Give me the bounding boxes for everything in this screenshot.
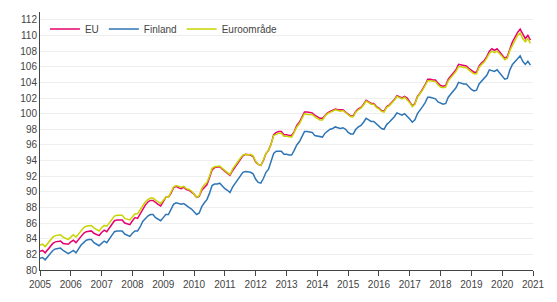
svg-text:102: 102 [20, 93, 37, 104]
svg-text:2005: 2005 [29, 279, 52, 290]
svg-text:84: 84 [26, 233, 38, 244]
svg-text:112: 112 [21, 14, 37, 25]
svg-text:90: 90 [26, 186, 38, 197]
svg-text:100: 100 [20, 108, 37, 119]
svg-text:108: 108 [20, 46, 37, 57]
svg-text:2013: 2013 [275, 279, 298, 290]
svg-text:96: 96 [26, 139, 38, 150]
svg-text:104: 104 [20, 77, 37, 88]
svg-text:2006: 2006 [60, 279, 83, 290]
svg-text:98: 98 [26, 124, 38, 135]
svg-text:92: 92 [26, 171, 38, 182]
svg-text:2012: 2012 [245, 279, 268, 290]
svg-text:2011: 2011 [214, 279, 236, 290]
svg-text:2015: 2015 [337, 279, 360, 290]
svg-text:2014: 2014 [306, 279, 329, 290]
svg-text:82: 82 [26, 249, 38, 260]
svg-text:EU: EU [85, 24, 99, 35]
svg-text:106: 106 [20, 61, 37, 72]
svg-text:2016: 2016 [368, 279, 391, 290]
svg-text:2018: 2018 [429, 279, 452, 290]
svg-text:94: 94 [26, 155, 38, 166]
svg-text:86: 86 [26, 218, 38, 229]
svg-text:2019: 2019 [460, 279, 483, 290]
svg-text:2020: 2020 [491, 279, 514, 290]
svg-text:88: 88 [26, 202, 38, 213]
svg-text:2008: 2008 [121, 279, 144, 290]
svg-text:Finland: Finland [144, 24, 177, 35]
svg-text:2017: 2017 [399, 279, 422, 290]
svg-text:Euroområde: Euroområde [222, 24, 277, 35]
svg-text:2021: 2021 [522, 279, 545, 290]
svg-text:2007: 2007 [91, 279, 114, 290]
svg-text:80: 80 [26, 265, 38, 276]
svg-text:2010: 2010 [183, 279, 206, 290]
svg-text:110: 110 [21, 30, 37, 41]
svg-text:2009: 2009 [152, 279, 175, 290]
